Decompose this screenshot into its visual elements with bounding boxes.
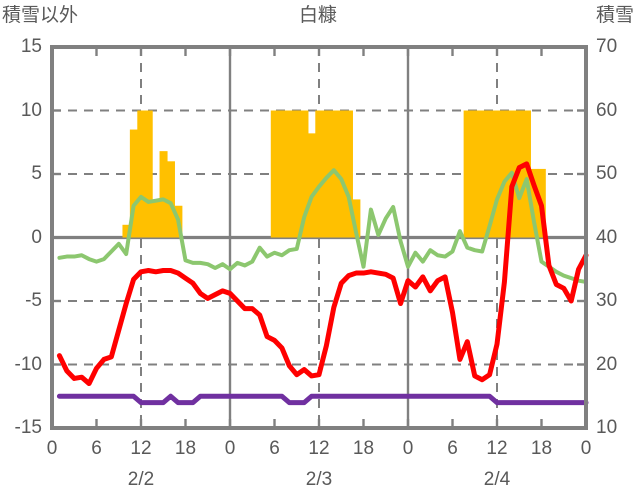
x-axis-tick-label: 0 xyxy=(46,438,58,459)
x-axis-tick-label: 18 xyxy=(174,438,197,459)
y-axis-tick-label: 15 xyxy=(20,36,42,57)
y-axis-tick-label: 5 xyxy=(31,163,42,184)
y2-axis-tick-label: 20 xyxy=(596,353,618,375)
y2-axis-tick-label: 30 xyxy=(596,290,618,311)
x-axis-tick-label: 6 xyxy=(91,438,102,459)
y-axis-tick-label: 0 xyxy=(31,226,42,248)
x-axis-tick-label: 0 xyxy=(402,438,414,459)
line-series xyxy=(56,161,589,406)
y2-axis-tick-label: 40 xyxy=(596,226,618,248)
x-axis-tick-label: 0 xyxy=(580,438,592,459)
x-axis-day-label: 2/3 xyxy=(305,469,333,490)
y2-axis-tick-label: 10 xyxy=(596,417,618,438)
x-axis-tick-label: 12 xyxy=(308,438,330,459)
chart-title: 白糠 xyxy=(298,5,337,26)
x-axis-tick-label: 6 xyxy=(447,438,458,459)
y-axis-tick-label: -5 xyxy=(25,290,42,311)
x-axis-tick-label: 18 xyxy=(530,438,553,459)
series-red-line xyxy=(56,161,589,387)
y-axis-tick-label: -10 xyxy=(14,353,42,375)
series-green-line xyxy=(57,168,588,284)
y-axis-tick-label: -15 xyxy=(14,417,42,438)
y2-axis-tick-label: 60 xyxy=(596,99,618,121)
x-axis-tick-label: 12 xyxy=(130,438,152,459)
x-axis-tick-label: 18 xyxy=(352,438,375,459)
x-axis-tick-label: 6 xyxy=(269,438,280,459)
right-axis-title: 積雪 xyxy=(595,5,634,26)
left-axis-title: 積雪以外 xyxy=(2,5,79,26)
x-axis-tick-label: 12 xyxy=(486,438,508,459)
y-axis-tick-label: 10 xyxy=(20,99,42,121)
y2-axis-tick-label: 50 xyxy=(596,163,618,184)
x-axis-day-label: 2/2 xyxy=(127,469,155,490)
y2-axis-tick-label: 70 xyxy=(596,36,618,57)
x-axis-tick-label: 0 xyxy=(224,438,236,459)
series-purple-line xyxy=(56,393,589,406)
x-axis-day-label: 2/4 xyxy=(483,469,511,490)
tick-marks xyxy=(52,47,586,428)
